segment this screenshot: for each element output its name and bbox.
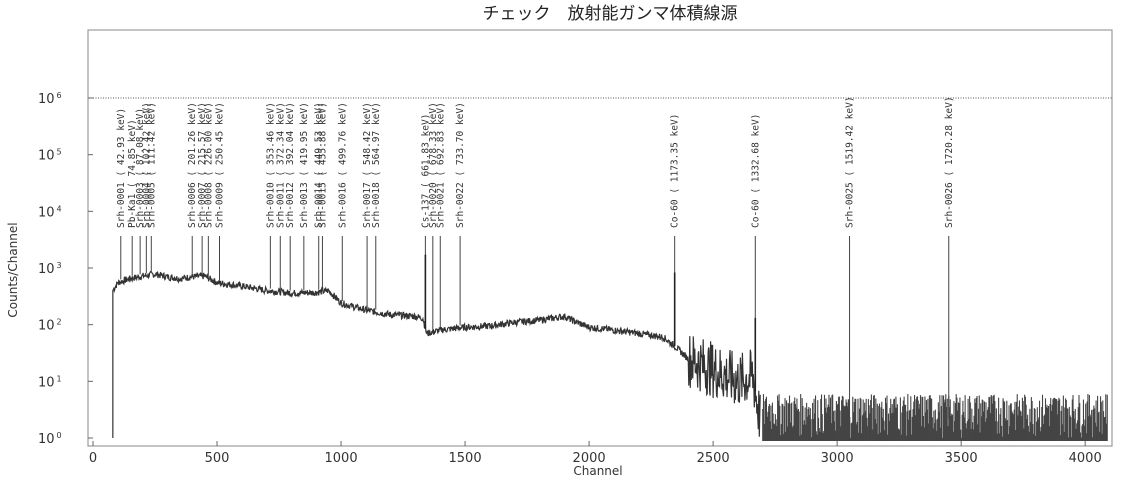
- peak-label: Pb-Ka1 ( 74.85 keV): [127, 119, 138, 228]
- plot-frame: [87, 29, 1113, 447]
- peak-label: Srh-0020 ( 678.33 keV): [428, 102, 439, 228]
- peak-label: Srh-0026 ( 1720.28 keV): [944, 96, 955, 228]
- peak-label: Srh-0003 ( 87.08 keV): [135, 108, 146, 228]
- peak-label: Srh-0018 ( 564.97 keV): [371, 102, 382, 228]
- peak-label: Srh-0016 ( 499.76 keV): [337, 102, 348, 228]
- x-tick-label: 0: [89, 451, 97, 466]
- peak-label: Srh-0014 ( 449.53 keV): [314, 102, 325, 228]
- x-tick-label: 3000: [821, 451, 854, 466]
- x-tick-label: 1500: [449, 451, 482, 466]
- peak-label: Srh-0022 ( 733.70 keV): [455, 102, 466, 228]
- y-axis-label: Counts/Channel: [6, 222, 20, 317]
- peak-label: Srh-0008 ( 226.00 keV): [203, 102, 214, 228]
- peak-label: Srh-0004 ( 102.42 keV): [141, 102, 152, 228]
- spectrum-noise: [762, 393, 1108, 441]
- x-tick-label: 2500: [697, 451, 730, 466]
- y-tick-label: 10 1: [38, 374, 62, 390]
- y-tick-label: 10 3: [38, 261, 62, 277]
- peak-label: Srh-0015 ( 455.88 keV): [317, 102, 328, 228]
- y-tick-label: 10 4: [38, 204, 62, 220]
- peak-label: Srh-0012 ( 392.04 keV): [285, 102, 296, 228]
- peak-label: Cs-137 ( 661.83 keV): [420, 114, 431, 228]
- x-axis-label: Channel: [573, 464, 622, 478]
- peak-label: Srh-0010 ( 353.46 keV): [265, 102, 276, 228]
- peak-label: Co-60 ( 1332.68 keV): [750, 114, 761, 228]
- peak-label: Srh-0021 ( 692.83 keV): [435, 102, 446, 228]
- x-tick-label: 3500: [945, 451, 978, 466]
- peak-label: Srh-0007 ( 215.57 keV): [197, 102, 208, 228]
- x-tick-label: 4000: [1069, 451, 1102, 466]
- peak-label: Srh-0009 ( 250.45 keV): [215, 102, 226, 228]
- y-tick-label: 10 5: [38, 148, 62, 164]
- y-tick-label: 10 6: [38, 91, 62, 107]
- x-tick-label: 500: [205, 451, 230, 466]
- peak-label: Srh-0011 ( 372.34 keV): [275, 102, 286, 228]
- x-axis-ticks: 0 500 1000 1500 2000 2500 3000 3500 4000: [89, 441, 1102, 466]
- peak-label: Srh-0001 ( 42.93 keV): [116, 108, 127, 228]
- peak-markers: Srh-0001 ( 42.93 keV) Pb-Ka1 ( 74.85 keV)…: [116, 96, 955, 419]
- x-tick-label: 1000: [325, 451, 358, 466]
- peak-label: Srh-0013 ( 419.95 keV): [299, 102, 310, 228]
- x-tick-label: 2000: [573, 451, 606, 466]
- peak-label: Srh-0006 ( 201.26 keV): [187, 102, 198, 228]
- spectrum-line: [112, 270, 761, 438]
- y-tick-label: 10 0: [38, 431, 62, 447]
- peak-label: Srh-0005 ( 111.42 keV): [146, 102, 157, 228]
- chart-title: チェック 放射能ガンマ体積線源: [483, 4, 738, 24]
- peak-label: Srh-0017 ( 548.42 keV): [362, 102, 373, 228]
- peak-label: Co-60 ( 1173.35 keV): [670, 114, 681, 228]
- peak-label: Srh-0025 ( 1519.42 keV): [845, 96, 856, 228]
- y-tick-label: 10 2: [38, 318, 62, 334]
